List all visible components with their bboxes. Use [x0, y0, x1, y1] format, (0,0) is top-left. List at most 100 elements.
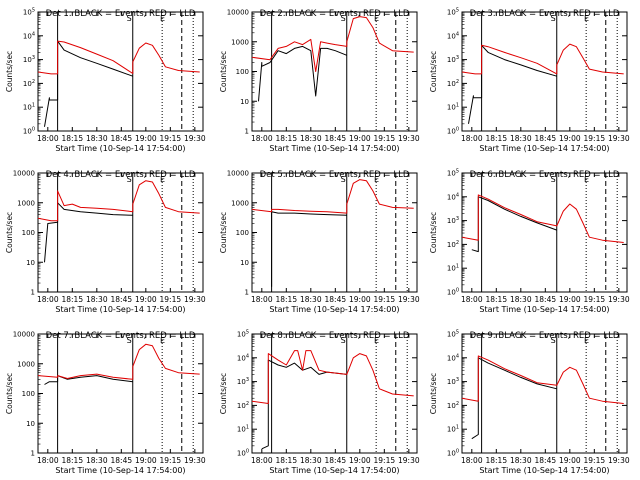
x-tick-label: 19:15 — [160, 295, 182, 304]
y-tick-label: 10000 — [13, 331, 35, 339]
x-tick-label: 19:30 — [398, 456, 420, 465]
y-tick-label: 104 — [237, 353, 249, 362]
y-tick-label: 10000 — [227, 170, 249, 178]
x-tick-label: 19:30 — [184, 134, 206, 143]
x-tick-label: 18:45 — [535, 134, 557, 143]
x-tick-label: 18:00 — [251, 295, 273, 304]
marker-label-e: E — [584, 14, 589, 23]
x-tick-label: 19:00 — [349, 295, 371, 304]
series-line-events — [44, 40, 133, 127]
y-axis-title: Counts/sec — [5, 373, 14, 414]
x-tick-label: 18:15 — [485, 456, 507, 465]
x-tick-label: 19:00 — [135, 295, 157, 304]
y-tick-label: 102 — [237, 401, 249, 410]
x-tick-label: 18:45 — [111, 456, 133, 465]
y-tick-label: 101 — [23, 103, 35, 112]
y-tick-label: 10000 — [13, 170, 35, 178]
x-tick-label: 19:30 — [608, 456, 630, 465]
series-line-lld — [462, 355, 624, 404]
y-axis-title: Counts/sec — [429, 373, 438, 414]
y-tick-label: 100 — [23, 127, 35, 136]
x-tick-label: 19:00 — [559, 295, 581, 304]
x-tick-label: 18:15 — [485, 295, 507, 304]
y-tick-label: 1 — [245, 128, 249, 136]
x-tick-label: 18:00 — [37, 134, 59, 143]
x-axis-title: Start Time (10-Sep-14 17:54:00) — [479, 305, 609, 314]
plot-frame — [251, 11, 418, 132]
x-tick-label: 19:00 — [559, 134, 581, 143]
marker-label-s: S — [341, 336, 346, 345]
x-tick-label: 19:30 — [184, 456, 206, 465]
x-tick-label: 18:00 — [37, 456, 59, 465]
x-tick-label: 19:30 — [398, 295, 420, 304]
x-tick-label: 19:15 — [584, 134, 606, 143]
marker-label-s: S — [551, 336, 556, 345]
x-axis-title: Start Time (10-Sep-14 17:54:00) — [55, 305, 185, 314]
marker-label-e: E — [374, 175, 379, 184]
x-tick-label: 19:00 — [349, 134, 371, 143]
marker-label-e: E — [374, 336, 379, 345]
marker-label-s: S — [341, 175, 346, 184]
chart-title: Det 1: BLACK = Events, RED = LLD — [46, 9, 196, 19]
x-tick-label: 18:00 — [461, 295, 483, 304]
plot-frame — [37, 172, 204, 293]
series-line-events — [468, 44, 557, 124]
y-tick-label: 10 — [240, 98, 249, 106]
x-tick-label: 18:45 — [325, 295, 347, 304]
series-line-lld — [252, 16, 414, 72]
y-tick-label: 105 — [447, 169, 459, 178]
marker-label-s: S — [551, 14, 556, 23]
y-tick-label: 100 — [447, 127, 459, 136]
chart-title: Det 4: BLACK = Events, RED = LLD — [46, 170, 196, 180]
y-tick-label: 1 — [31, 289, 35, 297]
y-tick-label: 1 — [245, 289, 249, 297]
plot-frame — [37, 333, 204, 454]
y-tick-label: 104 — [23, 31, 35, 40]
x-axis-title: Start Time (10-Sep-14 17:54:00) — [479, 144, 609, 153]
y-tick-label: 104 — [447, 353, 459, 362]
marker-label-s: S — [127, 14, 132, 23]
y-axis-title: Counts/sec — [429, 51, 438, 92]
series-line-events — [271, 211, 347, 287]
plot-frame — [461, 333, 628, 454]
x-tick-label: 18:45 — [325, 456, 347, 465]
x-tick-label: 18:00 — [251, 134, 273, 143]
series-line-lld — [38, 343, 200, 380]
x-axis-title: Start Time (10-Sep-14 17:54:00) — [269, 466, 399, 475]
marker-label-s: S — [127, 336, 132, 345]
y-tick-label: 1 — [31, 450, 35, 458]
y-tick-label: 100 — [236, 229, 249, 237]
marker-label-e: E — [160, 336, 165, 345]
y-tick-label: 10 — [26, 420, 35, 428]
chart-title: Det 6: BLACK = Events, RED = LLD — [470, 170, 620, 180]
y-tick-label: 105 — [447, 8, 459, 17]
x-tick-label: 19:30 — [608, 134, 630, 143]
series-line-lld — [462, 194, 624, 243]
y-tick-label: 103 — [237, 377, 249, 386]
y-tick-label: 100 — [22, 229, 35, 237]
series-line-events — [44, 202, 133, 263]
x-tick-label: 18:00 — [37, 295, 59, 304]
x-tick-label: 18:15 — [275, 295, 297, 304]
series-line-lld — [252, 350, 414, 404]
y-tick-label: 102 — [447, 240, 459, 249]
marker-label-s: S — [341, 14, 346, 23]
y-tick-label: 101 — [237, 425, 249, 434]
x-tick-label: 18:15 — [485, 134, 507, 143]
x-tick-label: 18:30 — [510, 295, 532, 304]
y-tick-label: 102 — [23, 79, 35, 88]
y-tick-label: 101 — [447, 264, 459, 273]
x-tick-label: 19:15 — [584, 456, 606, 465]
y-axis-title: Counts/sec — [5, 51, 14, 92]
y-tick-label: 1000 — [231, 199, 249, 207]
series-line-events — [471, 196, 557, 253]
plot-frame — [251, 172, 418, 293]
x-tick-label: 18:30 — [86, 456, 108, 465]
x-tick-label: 18:00 — [461, 456, 483, 465]
x-tick-label: 19:15 — [160, 456, 182, 465]
